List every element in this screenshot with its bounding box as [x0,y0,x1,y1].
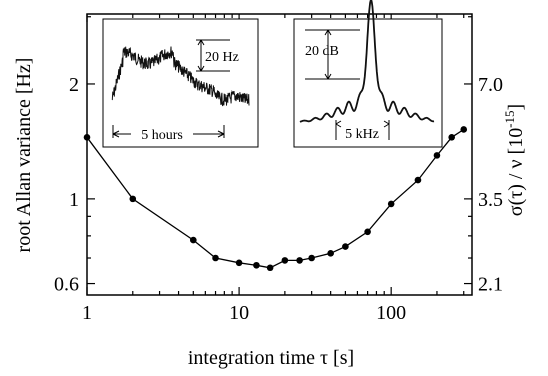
data-point [387,200,395,208]
y2-axis-label-exponent: -15 [502,110,517,127]
axis-tick-labels: 1 10 100 0.6 2.1 1 3.5 2 7.0 [54,74,503,324]
plot-frame [86,13,473,296]
data-point [433,152,441,159]
inset-spectrum-scale-bar [305,29,360,80]
inset-time-trace-span-text: 5 hours [141,128,183,143]
y-tick-label: 0.6 [54,274,79,296]
series-line [86,128,465,269]
data-series [83,126,468,272]
y2-tick-label: 7.0 [478,74,503,96]
inset-time-trace-span-bar [112,125,225,138]
y-tick-label: 2 [69,74,79,96]
inset-spectrum-span-bar [335,120,390,140]
x-tick-label: 100 [376,302,406,324]
data-point [235,259,243,267]
y2-axis-label-close: ] [505,104,527,111]
data-point [190,236,197,244]
y-axis-label: root Allan variance [Hz] [13,58,35,253]
data-point [281,257,289,264]
data-point [253,261,260,269]
data-point [83,133,91,141]
data-point [129,195,137,203]
y2-axis-label-main: σ(τ) / ν [10 [505,128,527,216]
y2-tick-label: 3.5 [478,189,503,211]
data-point [414,176,422,184]
inset-spectrum-scale-label: 20 dB [305,44,339,59]
inset-spectrum: 20 dB 5 kHz [293,0,443,148]
inset-spectrum-span-label: 5 kHz [345,127,379,142]
data-point [327,250,334,257]
y-tick-label: 1 [69,189,79,211]
y2-tick-label: 2.1 [478,274,503,296]
inset-time-trace: 20 Hz 5 kHz 5 hours [102,18,259,148]
data-point [342,243,349,250]
inset-time-trace-frame [102,18,259,148]
data-point [296,257,303,264]
data-point [266,264,274,272]
inset-time-trace-signal [111,46,250,107]
data-point [460,126,468,133]
x-tick-label: 10 [229,302,249,324]
x-tick-label: 1 [82,302,92,324]
data-point [364,228,371,236]
data-point [308,254,315,262]
data-point [212,254,219,262]
x-axis-label: integration time τ [s] [188,347,354,369]
y2-axis-label: σ(τ) / ν [10-15] [502,104,527,216]
inset-time-trace-scale-bar [196,39,230,72]
data-point [448,133,455,141]
axis-ticks [86,14,472,295]
inset-time-trace-scale-label: 20 Hz [205,50,239,65]
inset-spectrum-signal [299,0,435,123]
